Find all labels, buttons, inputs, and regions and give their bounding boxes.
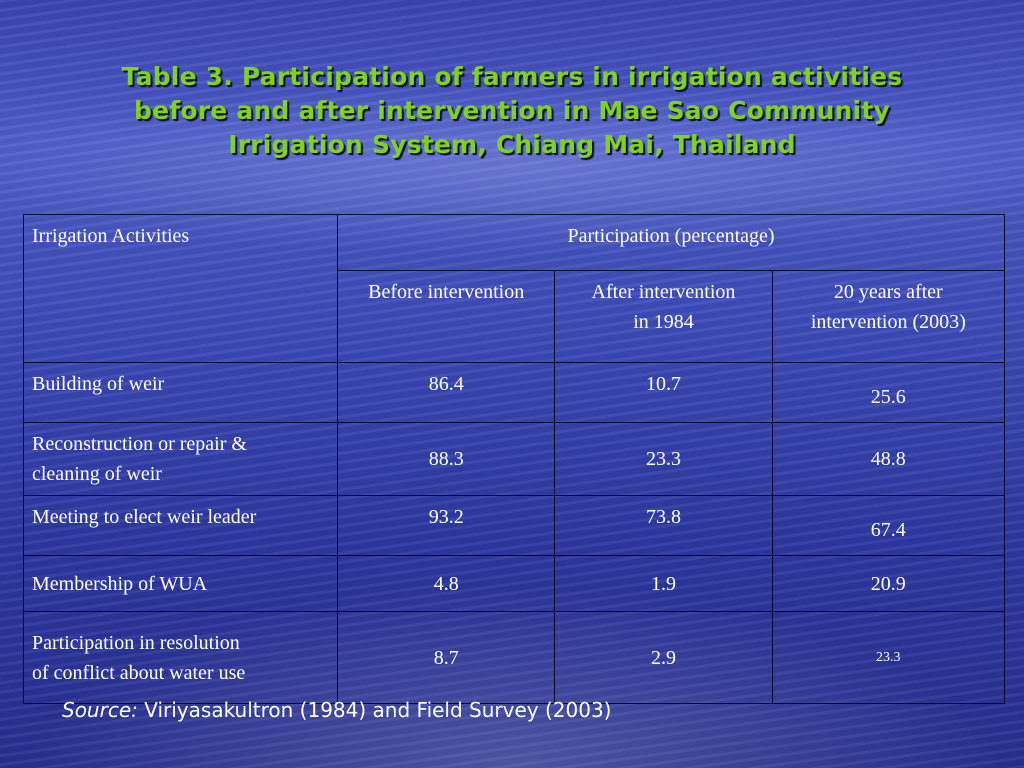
table-row: Meeting to elect weir leader 93.2 73.8 6… bbox=[22, 495, 1006, 556]
row-after: 10.7 bbox=[554, 362, 773, 423]
row-before: 8.7 bbox=[337, 611, 556, 704]
row-20-years: 20.9 bbox=[771, 555, 1006, 612]
header-after: After intervention in 1984 bbox=[554, 270, 773, 363]
row-before: 93.2 bbox=[337, 495, 556, 556]
header-activities: Irrigation Activities bbox=[22, 214, 339, 363]
row-activity-line-1: Participation in resolution bbox=[32, 631, 240, 654]
source-label: Source: bbox=[62, 698, 138, 722]
row-20-years: 67.4 bbox=[771, 495, 1006, 556]
row-activity: Reconstruction or repair & cleaning of w… bbox=[22, 422, 339, 496]
header-after-line-2: in 1984 bbox=[633, 311, 694, 333]
row-after: 73.8 bbox=[554, 495, 773, 556]
table-row: Membership of WUA 4.8 1.9 20.9 bbox=[22, 555, 1006, 612]
row-after: 1.9 bbox=[554, 555, 773, 612]
row-activity: Building of weir bbox=[22, 362, 339, 423]
table-row: Reconstruction or repair & cleaning of w… bbox=[22, 422, 1006, 496]
table-title: Table 3. Participation of farmers in irr… bbox=[40, 60, 984, 162]
row-20-years: 23.3 bbox=[771, 611, 1006, 704]
row-before: 86.4 bbox=[337, 362, 556, 423]
row-activity-line-2: of conflict about water use bbox=[32, 661, 246, 684]
title-line-1: Table 3. Participation of farmers in irr… bbox=[121, 62, 903, 91]
row-after: 23.3 bbox=[554, 422, 773, 496]
participation-table: Irrigation Activities Participation (per… bbox=[22, 214, 1006, 704]
header-participation: Participation (percentage) bbox=[337, 214, 1005, 271]
header-before: Before intervention bbox=[337, 270, 556, 363]
source-note: Source: Viriyasakultron (1984) and Field… bbox=[62, 698, 611, 722]
row-activity: Membership of WUA bbox=[22, 555, 339, 612]
row-activity-line-1: Reconstruction or repair & bbox=[32, 433, 247, 455]
row-activity-line-2: cleaning of weir bbox=[32, 463, 162, 485]
source-text: Viriyasakultron (1984) and Field Survey … bbox=[137, 698, 612, 722]
header-20-years: 20 years after intervention (2003) bbox=[771, 270, 1006, 363]
row-after: 2.9 bbox=[554, 611, 773, 704]
row-before: 4.8 bbox=[337, 555, 556, 612]
row-activity: Participation in resolution of conflict … bbox=[22, 611, 339, 704]
header-row-2: Before intervention After intervention i… bbox=[24, 270, 1006, 363]
row-20-years: 25.6 bbox=[771, 362, 1006, 423]
title-line-2: before and after intervention in Mae Sao… bbox=[134, 96, 890, 125]
row-before: 88.3 bbox=[337, 422, 556, 496]
header-20-years-line-1: 20 years after bbox=[833, 281, 943, 303]
row-20-years: 48.8 bbox=[771, 422, 1006, 496]
table-row: Building of weir 86.4 10.7 25.6 bbox=[22, 362, 1006, 423]
title-line-3: Irrigation System, Chiang Mai, Thailand bbox=[228, 130, 796, 159]
header-20-years-line-2: intervention (2003) bbox=[810, 311, 966, 333]
row-activity: Meeting to elect weir leader bbox=[22, 495, 339, 556]
header-row-1: Irrigation Activities Participation (per… bbox=[22, 214, 1005, 363]
header-after-line-1: After intervention bbox=[591, 281, 736, 303]
table-row: Participation in resolution of conflict … bbox=[22, 611, 1006, 704]
